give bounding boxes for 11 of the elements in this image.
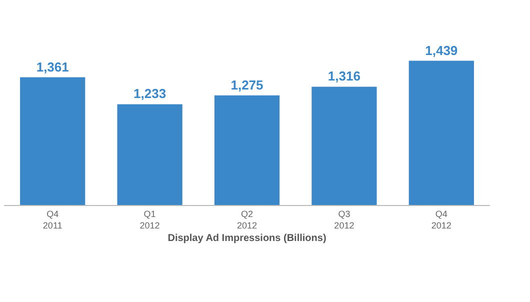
data-label: 1,275 — [230, 77, 264, 92]
x-tick-label: Q4 2012 — [431, 208, 452, 230]
data-label: 1,361 — [36, 59, 69, 74]
data-label: 1,439 — [425, 42, 458, 58]
x-axis-title: Display Ad Impressions (Billions) — [168, 233, 326, 244]
data-label: 1,233 — [134, 86, 166, 102]
x-tick-label: Q2 2012 — [236, 208, 258, 230]
data-label: 1,316 — [328, 68, 360, 84]
x-tick-label: Q4 2011 — [42, 208, 62, 230]
x-tick-label: Q3 2012 — [334, 208, 354, 230]
x-tick-label: Q1 2012 — [140, 208, 160, 230]
